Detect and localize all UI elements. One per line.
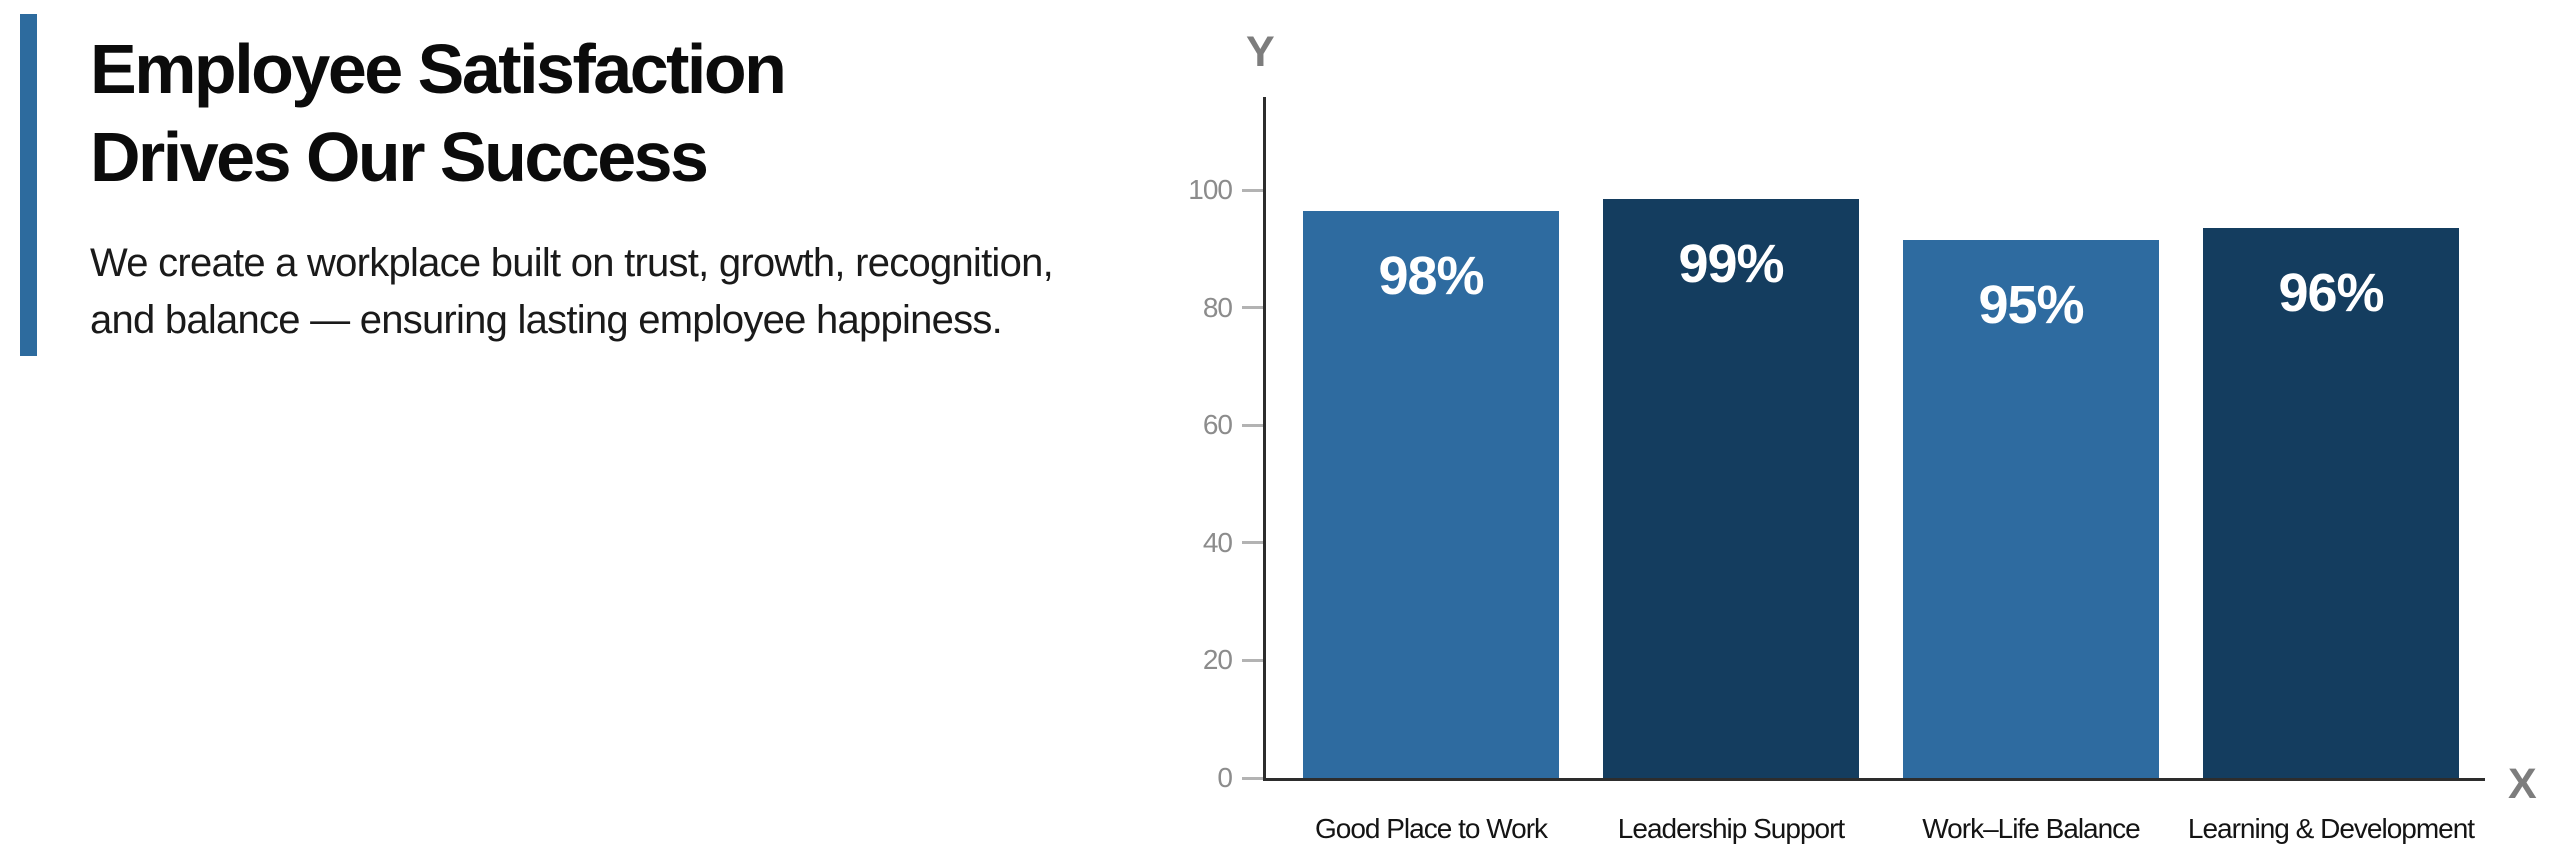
y-axis-line xyxy=(1263,97,1266,781)
y-tick-dash-40 xyxy=(1242,541,1263,545)
accent-bar xyxy=(20,14,37,356)
page-title: Employee Satisfaction Drives Our Success xyxy=(90,25,787,201)
page-subtitle-line2: and balance — ensuring lasting employee … xyxy=(90,298,1003,342)
page-subtitle: We create a workplace built on trust, gr… xyxy=(90,235,1054,349)
y-tick-label-20: 20 xyxy=(1202,644,1233,676)
page-title-line2: Drives Our Success xyxy=(90,118,709,196)
bar-value-label-work-life-balance: 95% xyxy=(1978,274,2084,335)
bar-value-label-learning-development: 96% xyxy=(2278,263,2384,324)
x-category-label-good-place-to-work: Good Place to Work xyxy=(1314,813,1548,844)
x-category-label-leadership-support: Leadership Support xyxy=(1617,813,1845,844)
y-tick-label-40: 40 xyxy=(1202,526,1233,558)
bar-good-place-to-work: 98% xyxy=(1303,210,1559,778)
y-tick-label-80: 80 xyxy=(1202,291,1233,323)
y-tick-dash-0 xyxy=(1242,776,1263,780)
y-axis-title: Y xyxy=(1246,28,1275,76)
x-axis-line xyxy=(1263,778,2485,781)
y-tick-dash-100 xyxy=(1242,188,1263,192)
y-tick-label-100: 100 xyxy=(1188,174,1233,205)
page-title-line1: Employee Satisfaction xyxy=(90,30,787,108)
x-category-label-work-life-balance: Work–Life Balance xyxy=(1922,813,2141,844)
bar-value-label-good-place-to-work: 98% xyxy=(1378,245,1484,306)
bar-learning-development: 96% xyxy=(2203,228,2459,778)
bar-leadership-support: 99% xyxy=(1603,198,1859,778)
x-axis-title: X xyxy=(2508,760,2537,808)
bar-work-life-balance: 95% xyxy=(1903,239,2159,778)
page-subtitle-line1: We create a workplace built on trust, gr… xyxy=(90,241,1054,285)
y-tick-dash-80 xyxy=(1242,306,1263,310)
bar-value-label-leadership-support: 99% xyxy=(1678,233,1784,294)
y-tick-dash-20 xyxy=(1242,658,1263,662)
y-tick-label-0: 0 xyxy=(1217,762,1233,793)
x-category-label-learning-development: Learning & Development xyxy=(2187,813,2475,844)
y-tick-label-60: 60 xyxy=(1202,409,1233,441)
y-tick-dash-60 xyxy=(1242,423,1263,427)
